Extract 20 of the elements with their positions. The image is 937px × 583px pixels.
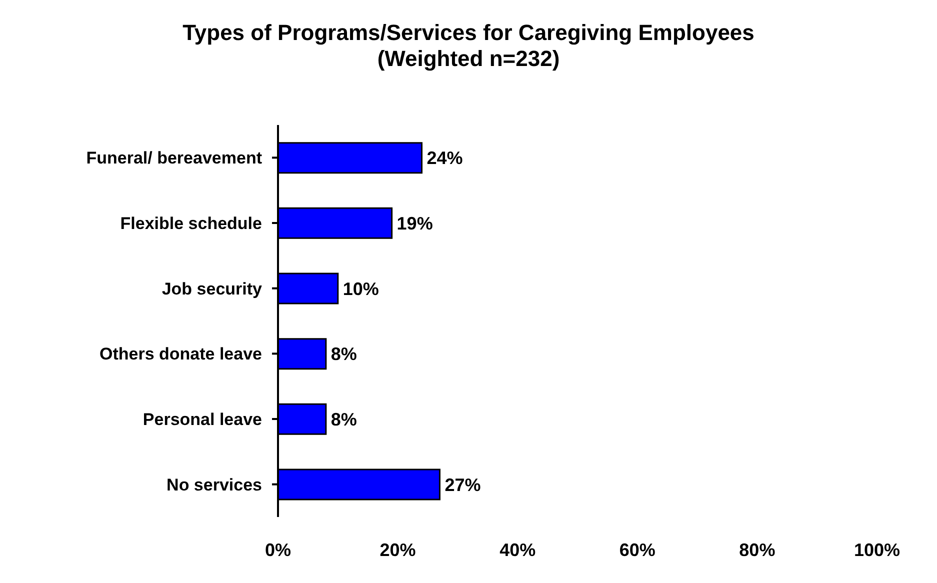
y-tick-label: Funeral/ bereavement — [86, 148, 262, 168]
y-tick-label: Personal leave — [142, 410, 262, 430]
x-tick-label: 20% — [380, 540, 416, 560]
data-label: 8% — [330, 410, 357, 430]
data-label: 8% — [330, 344, 357, 364]
y-tick-label: No services — [166, 475, 262, 494]
x-tick-label: 60% — [619, 540, 656, 560]
x-tick-label: 0% — [264, 540, 292, 560]
y-tick-label: Job security — [162, 279, 263, 298]
x-tick-label: 100% — [854, 540, 900, 560]
chart-title: Types of Programs/Services for Caregiving Employees — [182, 20, 756, 46]
chart-subtitle: (Weighted n=232) — [376, 46, 561, 72]
y-tick-label: Others donate leave — [99, 344, 262, 364]
x-tick-label: 80% — [739, 540, 776, 560]
y-tick-label: Flexible schedule — [120, 214, 262, 234]
data-label: 10% — [342, 278, 379, 299]
data-label: 24% — [426, 148, 463, 168]
x-tick-label: 40% — [500, 540, 536, 560]
data-label: 27% — [444, 474, 481, 495]
data-label: 19% — [396, 214, 433, 234]
